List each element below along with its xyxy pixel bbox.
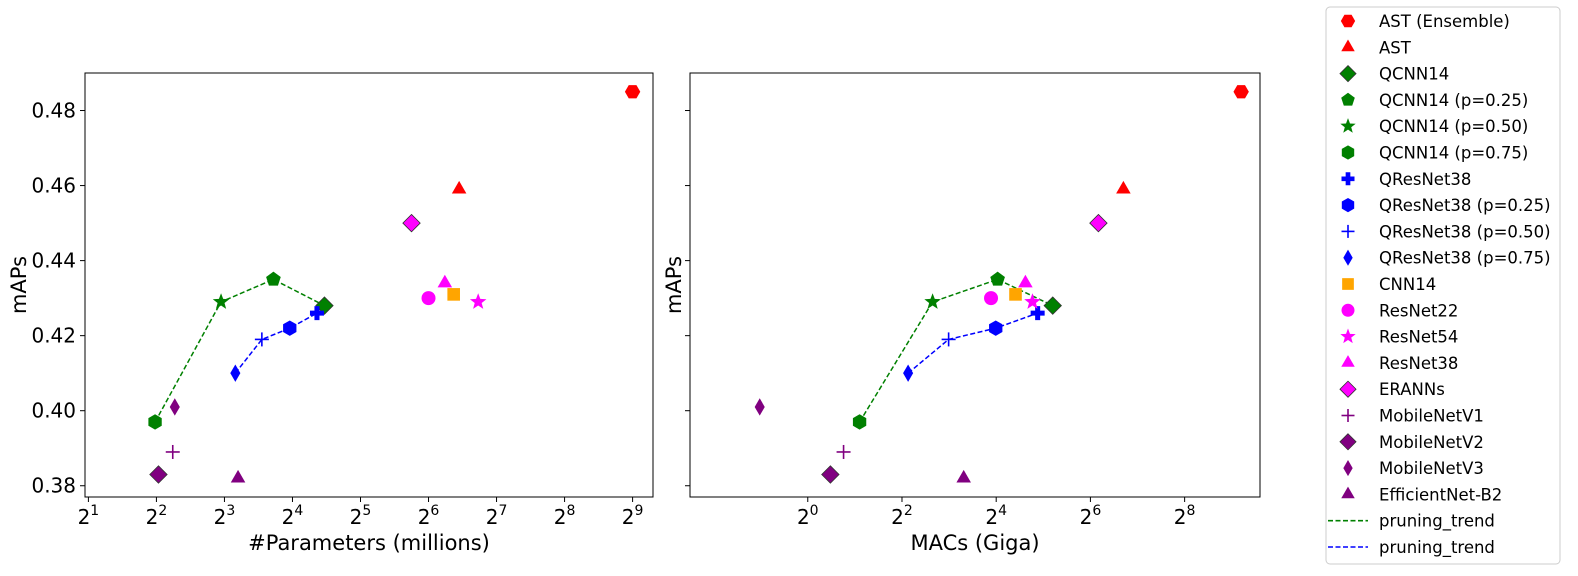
legend-label: ResNet38 [1379, 354, 1458, 373]
data-point-qcnn14-p-0-50 [924, 293, 941, 309]
legend: AST (Ensemble) AST QCNN14 QCNN14 (p=0.25) QC… [1325, 6, 1561, 565]
data-point-qresnet38-p-0-50 [941, 332, 956, 347]
legend-marker-qresnet38-p-0-50 [1341, 224, 1355, 238]
legend-marker-cnn14 [1342, 278, 1354, 290]
data-point-mobilenetv2 [149, 465, 168, 484]
legend-label: MobileNetV3 [1379, 459, 1484, 478]
legend-label: QCNN14 (p=0.50) [1379, 117, 1528, 136]
data-point-qresnet38-p-0-25 [989, 320, 1003, 336]
data-point-qcnn14 [315, 296, 334, 315]
data-point-qcnn14 [1043, 296, 1062, 315]
legend-label: ResNet22 [1379, 301, 1458, 320]
data-point-resnet54 [469, 293, 487, 309]
y-axis-title: mAPs [662, 256, 686, 314]
pruning-trend-line [907, 312, 1038, 374]
legend-label: AST (Ensemble) [1379, 12, 1510, 31]
data-point-mobilenetv1 [165, 444, 180, 459]
legend-label: pruning_trend [1379, 512, 1495, 532]
pruning-trend-line [154, 278, 325, 423]
data-point-qcnn14-p-0-25 [990, 271, 1005, 286]
plot-frame [84, 72, 654, 498]
data-point-cnn14 [447, 288, 460, 301]
data-point-qcnn14-p-0-75 [148, 414, 162, 430]
plot-frame [689, 72, 1261, 498]
legend-label: ERANNs [1379, 380, 1445, 399]
data-point-qresnet38-p-0-25 [283, 320, 297, 336]
legend-marker-qresnet38-p-0-25 [1341, 197, 1355, 213]
legend-label: QResNet38 [1379, 170, 1471, 189]
data-point-eranns [402, 213, 421, 233]
legend-marker-qcnn14-p-0-25 [1341, 92, 1355, 106]
legend-marker-resnet54 [1340, 328, 1356, 344]
data-point-qcnn14-p-0-50 [212, 293, 230, 309]
legend-marker-qcnn14-p-0-75 [1341, 145, 1355, 160]
legend-label: QCNN14 (p=0.25) [1379, 91, 1528, 110]
y-tick-label: 0.48 [31, 99, 76, 123]
data-point-eranns [1089, 213, 1108, 233]
data-point-resnet22 [984, 291, 999, 306]
data-point-ast-ensemble [624, 85, 641, 99]
legend-label: AST [1379, 38, 1412, 57]
legend-label: QResNet38 (p=0.25) [1379, 196, 1551, 215]
pruning-trend-line [858, 278, 1054, 423]
data-point-ast-ensemble [1233, 85, 1249, 99]
legend-label: QCNN14 (p=0.75) [1379, 144, 1528, 163]
y-tick-label: 0.46 [31, 174, 76, 198]
legend-marker-mobilenetv2 [1339, 433, 1357, 451]
legend-label: CNN14 [1379, 275, 1436, 294]
legend-marker-qresnet38 [1341, 172, 1355, 186]
legend-label: MobileNetV2 [1379, 433, 1484, 452]
legend-marker-resnet22 [1341, 303, 1355, 317]
legend-label: pruning_trend [1379, 538, 1495, 558]
legend-marker-qresnet38-p-0-75 [1343, 249, 1353, 266]
y-tick-label: 0.38 [31, 474, 76, 498]
y-tick-label: 0.40 [31, 399, 76, 423]
legend-marker-eranns [1339, 380, 1357, 398]
data-point-efficientnet-b2 [956, 469, 971, 483]
legend-marker-ast [1341, 39, 1355, 52]
legend-marker-qcnn14 [1339, 64, 1357, 83]
y-tick-label: 0.44 [31, 249, 76, 273]
data-point-qresnet38-p-0-50 [254, 332, 269, 347]
data-point-qresnet38 [309, 306, 324, 321]
legend-frame [1325, 6, 1561, 565]
data-point-mobilenetv2 [821, 465, 840, 484]
legend-label: QCNN14 [1379, 65, 1449, 84]
data-point-ast [451, 180, 467, 194]
data-point-mobilenetv1 [836, 444, 851, 459]
data-point-resnet38 [1018, 274, 1033, 288]
legend-label: QResNet38 (p=0.75) [1379, 249, 1551, 268]
data-point-qcnn14-p-0-75 [852, 414, 867, 430]
data-point-qresnet38 [1030, 306, 1045, 321]
data-point-resnet38 [437, 274, 453, 288]
data-point-resnet22 [421, 291, 436, 306]
y-tick-label: 0.42 [31, 324, 76, 348]
data-point-cnn14 [1009, 288, 1022, 301]
legend-marker-mobilenetv3 [1343, 460, 1353, 477]
data-point-resnet54 [1024, 293, 1041, 309]
legend-label: QResNet38 (p=0.50) [1379, 222, 1551, 241]
x-axis-title: MACs (Giga) [910, 531, 1039, 555]
legend-marker-resnet38 [1341, 355, 1355, 367]
data-point-ast [1116, 180, 1131, 194]
legend-label: MobileNetV1 [1379, 407, 1484, 426]
data-point-qcnn14-p-0-25 [266, 271, 281, 286]
legend-marker-mobilenetv1 [1341, 409, 1355, 422]
y-axis-title: mAPs [7, 256, 31, 314]
legend-label: EfficientNet-B2 [1379, 485, 1502, 504]
legend-label: ResNet54 [1379, 328, 1458, 347]
data-point-efficientnet-b2 [230, 469, 246, 483]
legend-marker-ast-ensemble [1340, 14, 1356, 28]
legend-marker-qcnn14-p-0-50 [1340, 118, 1356, 133]
x-axis-title: #Parameters (millions) [248, 531, 490, 555]
legend-marker-efficientnet-b2 [1341, 486, 1355, 499]
